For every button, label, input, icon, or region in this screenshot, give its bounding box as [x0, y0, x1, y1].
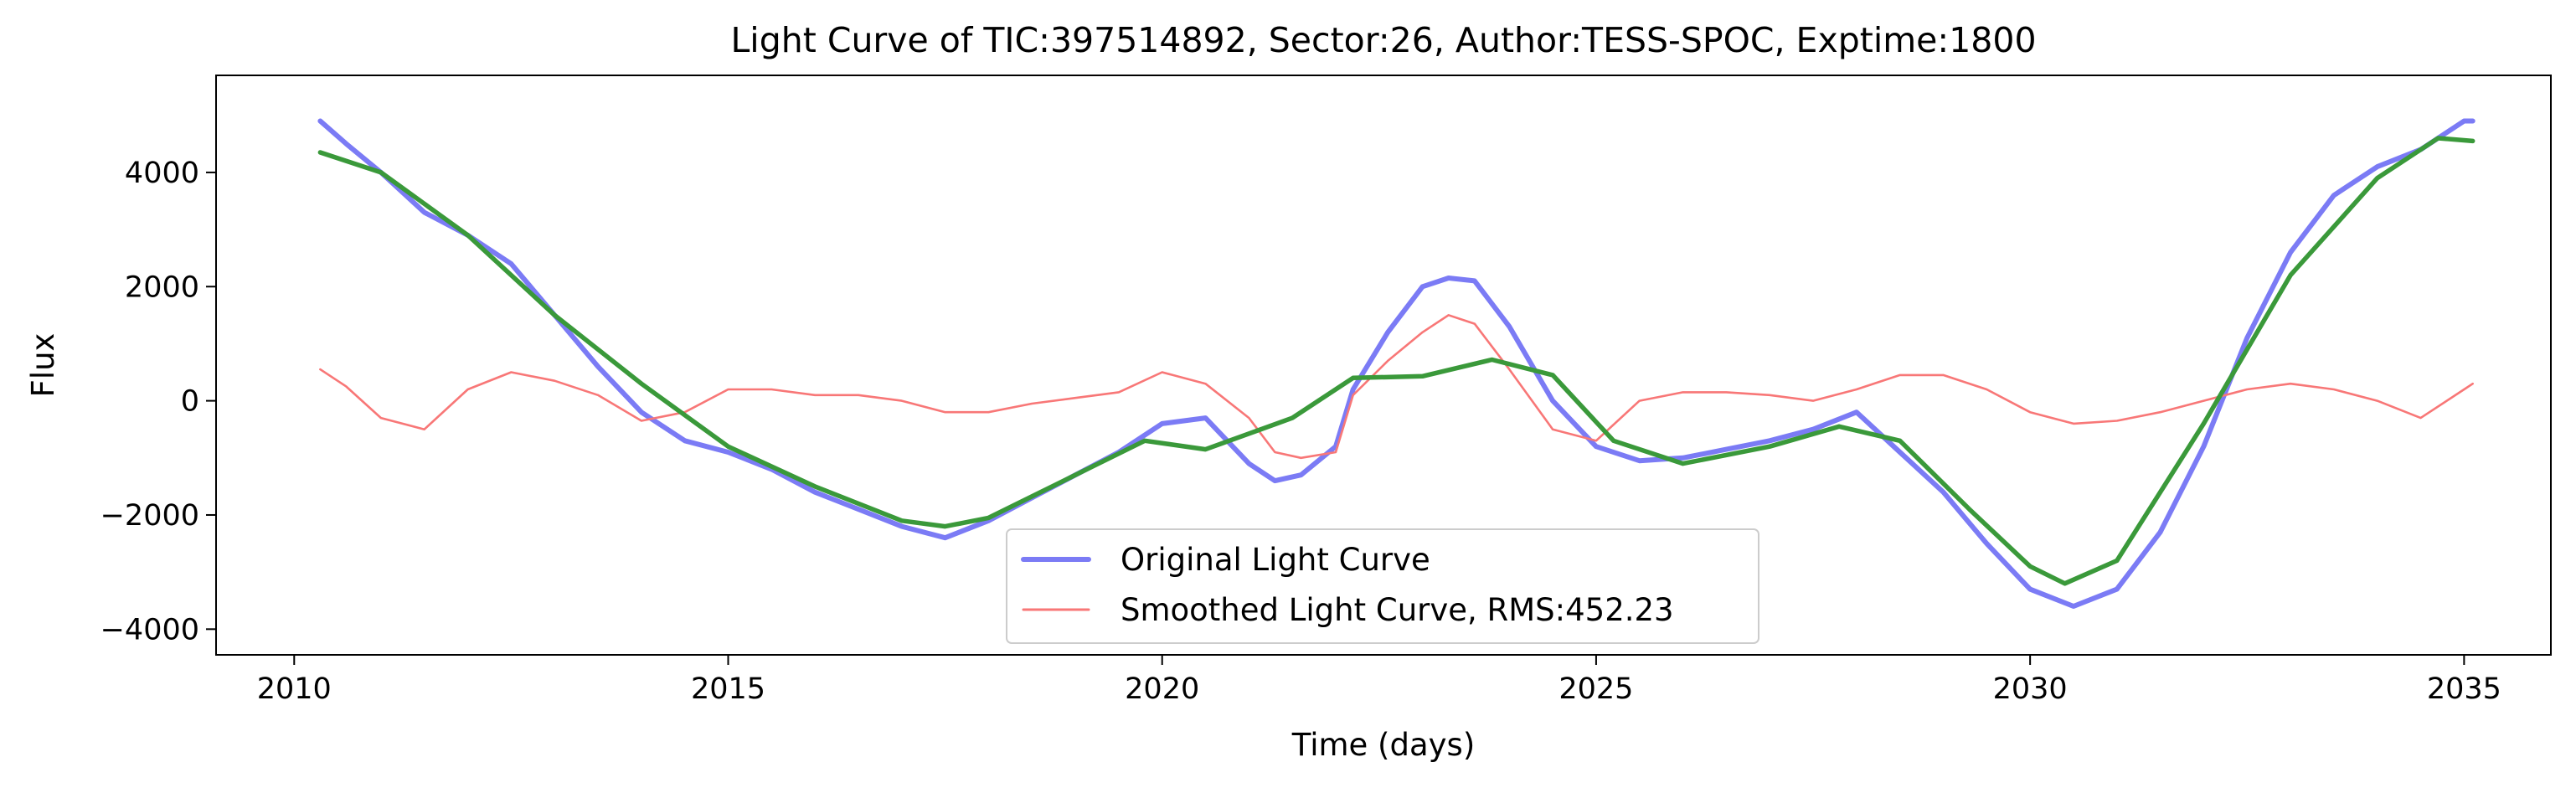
y-axis-ticks: −4000 −2000 0 2000 4000: [100, 157, 216, 646]
y-tick-label: 4000: [125, 157, 199, 190]
x-axis-label: Time (days): [1291, 727, 1476, 763]
series-trend-line: [317, 136, 2476, 586]
x-tick-label: 2030: [1993, 672, 2068, 706]
x-tick-label: 2035: [2427, 672, 2501, 706]
x-tick-label: 2025: [1558, 672, 1633, 706]
x-axis-ticks: 2010 2015 2020 2025 2030 2035: [257, 655, 2501, 706]
plot-area-frame: [215, 75, 2552, 656]
chart-title: Light Curve of TIC:397514892, Sector:26,…: [730, 20, 2036, 60]
legend-label-smoothed: Smoothed Light Curve, RMS:452.23: [1121, 592, 1674, 628]
x-tick-label: 2015: [691, 672, 765, 706]
legend-label-original: Original Light Curve: [1121, 542, 1430, 578]
y-tick-label: 0: [181, 385, 199, 419]
legend-box: [1006, 528, 1759, 644]
y-tick-label: 2000: [125, 270, 199, 304]
y-axis-label: Flux: [25, 333, 61, 398]
x-tick-label: 2010: [257, 672, 332, 706]
legend: Original Light Curve Smoothed Light Curv…: [1006, 528, 1759, 644]
y-tick-label: −4000: [100, 613, 199, 646]
series-smoothed-line: [319, 314, 2474, 460]
x-tick-label: 2020: [1125, 672, 1199, 706]
series-layer: [317, 118, 2476, 609]
y-tick-label: −2000: [100, 499, 199, 533]
series-original-line: [317, 118, 2476, 609]
